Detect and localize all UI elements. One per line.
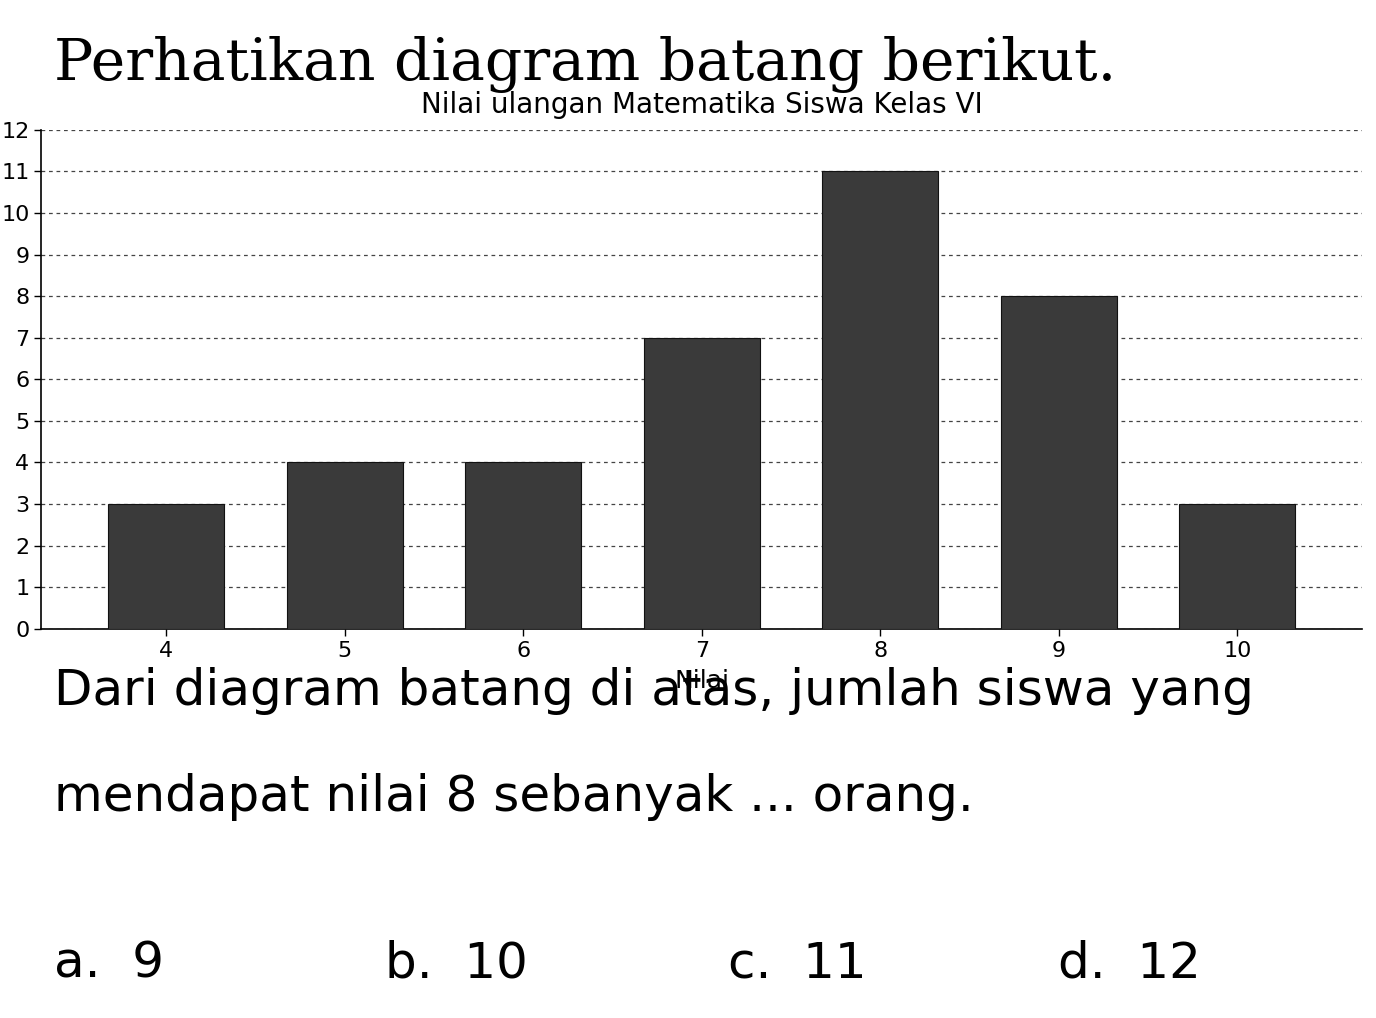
Bar (1000, 296, 1117, 629)
Bar (644, 338, 760, 629)
Bar (465, 462, 581, 629)
Text: mendapat nilai 8 sebanyak ... orang.: mendapat nilai 8 sebanyak ... orang. (55, 773, 974, 821)
Text: Dari diagram batang di atas, jumlah siswa yang: Dari diagram batang di atas, jumlah sisw… (55, 667, 1255, 715)
Bar (109, 504, 224, 629)
Bar (1179, 504, 1295, 629)
Text: d.  12: d. 12 (1058, 940, 1201, 987)
Text: Perhatikan diagram batang berikut.: Perhatikan diagram batang berikut. (55, 36, 1117, 93)
Text: a.  9: a. 9 (55, 940, 165, 987)
Text: b.  10: b. 10 (385, 940, 527, 987)
Title: Nilai ulangan Matematika Siswa Kelas VI: Nilai ulangan Matematika Siswa Kelas VI (421, 92, 982, 119)
Bar (286, 462, 403, 629)
Text: c.  11: c. 11 (728, 940, 867, 987)
X-axis label: Nilai: Nilai (674, 669, 729, 693)
Bar (823, 171, 938, 629)
